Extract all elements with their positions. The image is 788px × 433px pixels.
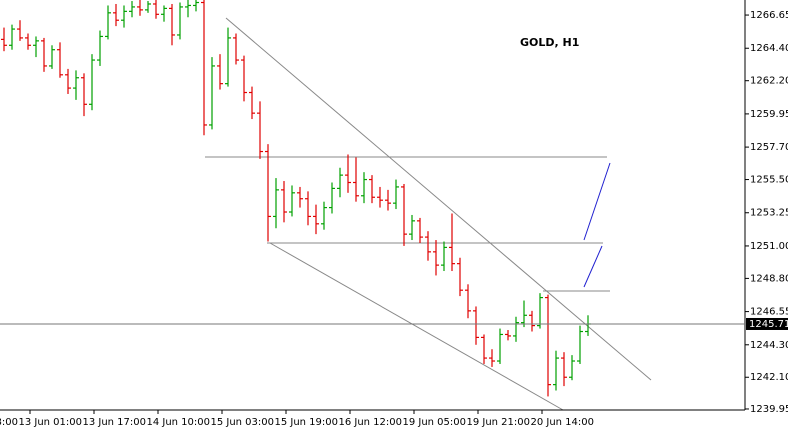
x-tick-label: 14 Jun 10:00 — [146, 417, 210, 428]
y-tick-label: 1246.55 — [750, 307, 788, 318]
price-label-box — [746, 317, 788, 330]
y-tick-label: 1244.30 — [750, 340, 788, 351]
x-tick-label: 13 Jun 01:00 — [18, 417, 82, 428]
y-tick-label: 1264.40 — [750, 43, 788, 54]
x-tick-label: 13 Jun 17:00 — [82, 417, 146, 428]
plot-area — [1, 0, 591, 397]
y-tick-label: 1255.50 — [750, 175, 788, 186]
price-label: 1245.71 — [749, 319, 788, 330]
y-tick-label: 1266.65 — [750, 10, 788, 21]
trend-lines — [205, 17, 652, 411]
y-tick-label: 1257.70 — [750, 142, 788, 153]
y-tick-label: 1251.00 — [750, 241, 788, 252]
x-tick-label: 19 Jun 21:00 — [466, 417, 530, 428]
y-tick-label: 1262.20 — [750, 76, 788, 87]
projection-line — [583, 245, 603, 288]
x-tick-label: 15 Jun 19:00 — [274, 417, 338, 428]
chart-title: GOLD, H1 — [520, 36, 579, 49]
trend-line — [269, 242, 564, 411]
y-tick-label: 1242.10 — [750, 372, 788, 383]
y-tick-label: 1239.95 — [750, 404, 788, 415]
y-tick-label: 1253.25 — [750, 208, 788, 219]
y-tick-label: 1248.80 — [750, 273, 788, 284]
projection-line — [583, 162, 611, 241]
x-tick-label: 19 Jun 05:00 — [402, 417, 466, 428]
x-tick-label: 15 Jun 03:00 — [210, 417, 274, 428]
x-tick-label: 8:00 — [0, 417, 18, 428]
y-tick-label: 1259.95 — [750, 109, 788, 120]
x-tick-label: 16 Jun 12:00 — [338, 417, 402, 428]
trend-line — [225, 17, 652, 381]
x-tick-label: 20 Jun 14:00 — [530, 417, 594, 428]
